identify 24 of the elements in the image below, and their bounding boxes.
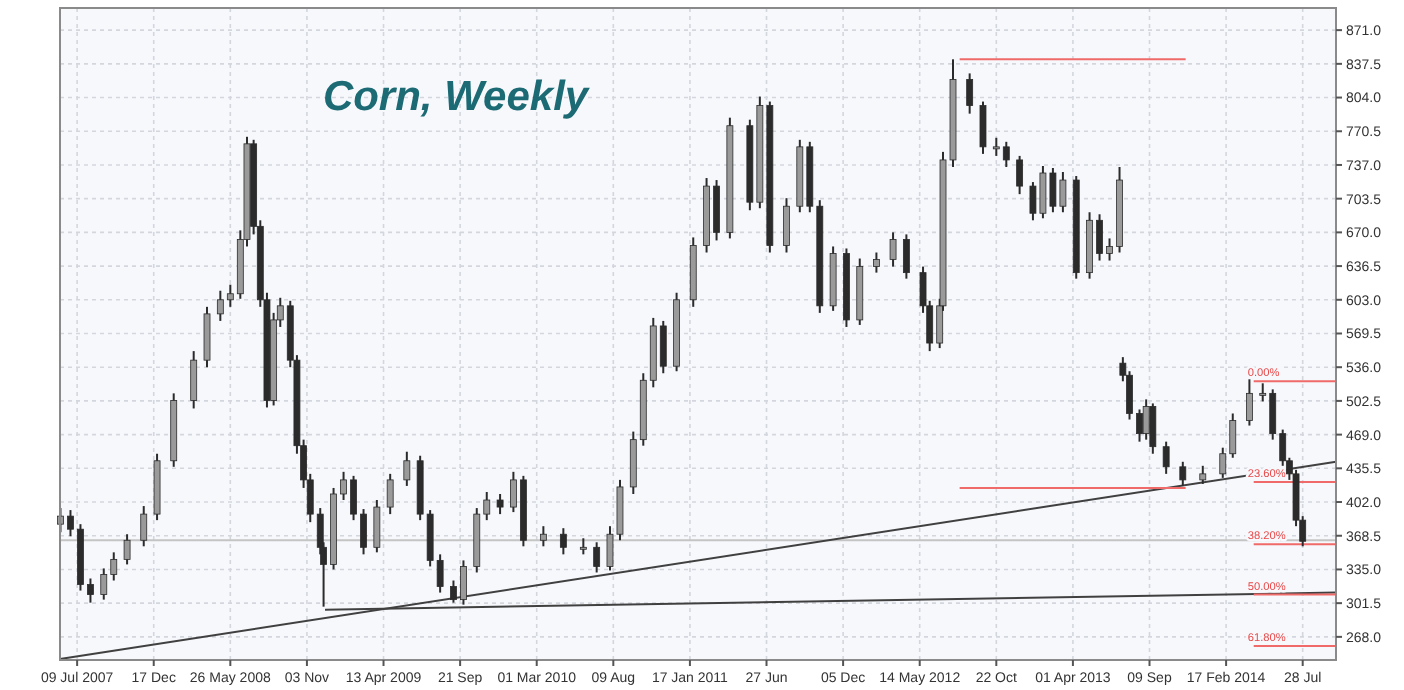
candlestick: [979, 100, 987, 155]
candlestick: [1179, 460, 1187, 487]
candlestick: [1246, 378, 1253, 427]
candlestick: [559, 527, 567, 556]
candlestick: [190, 350, 198, 410]
candlestick: [593, 541, 601, 574]
candlestick: [966, 72, 974, 115]
candlestick: [373, 499, 381, 554]
candlestick: [1149, 402, 1157, 455]
candlestick: [403, 450, 411, 487]
candlestick: [1162, 440, 1170, 475]
candlestick: [386, 472, 394, 516]
candlestick: [783, 197, 790, 254]
candlestick: [123, 533, 131, 566]
candlestick: [140, 505, 148, 548]
candlestick: [496, 492, 504, 516]
text: Corn, Weekly: [322, 74, 591, 120]
candlestick: [1016, 154, 1024, 196]
candlestick: [902, 233, 910, 280]
candlestick: [203, 305, 211, 369]
candlestick: [889, 231, 897, 268]
candlestick: [1199, 464, 1207, 485]
candlestick: [539, 525, 547, 548]
candlestick: [873, 251, 880, 274]
